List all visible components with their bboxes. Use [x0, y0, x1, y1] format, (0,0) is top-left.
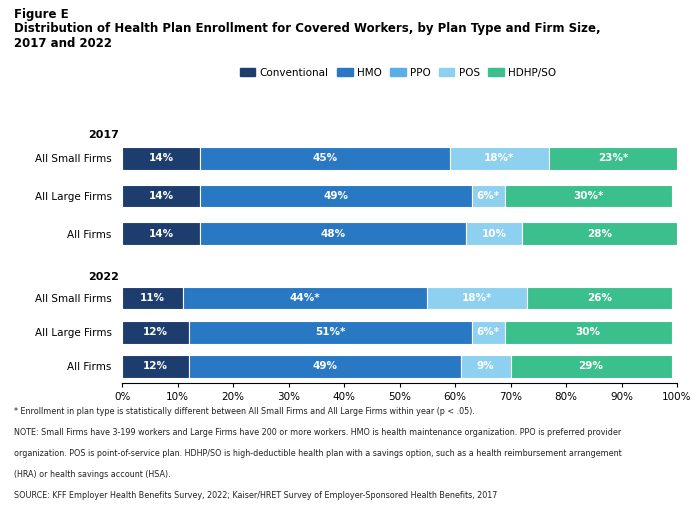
Text: 18%*: 18%*	[484, 153, 514, 163]
Text: 12%: 12%	[143, 361, 168, 371]
Bar	[183, 287, 427, 309]
Text: 2017 and 2022: 2017 and 2022	[14, 37, 112, 50]
Text: 49%: 49%	[323, 191, 348, 201]
Text: 30%: 30%	[576, 327, 601, 337]
Text: * Enrollment in plan type is statistically different between All Small Firms and: * Enrollment in plan type is statistical…	[14, 407, 475, 416]
Text: 48%: 48%	[320, 229, 346, 239]
Legend: Conventional, HMO, PPO, POS, HDHP/SO: Conventional, HMO, PPO, POS, HDHP/SO	[238, 66, 558, 80]
Bar	[450, 147, 549, 170]
Text: 45%: 45%	[312, 153, 337, 163]
Bar	[472, 321, 505, 343]
Text: 2022: 2022	[88, 272, 119, 282]
Bar	[505, 185, 671, 207]
Bar	[549, 147, 677, 170]
Text: 2017: 2017	[88, 130, 119, 141]
Text: 51%*: 51%*	[315, 327, 346, 337]
Bar	[527, 287, 671, 309]
Bar	[510, 355, 671, 377]
Text: 12%: 12%	[143, 327, 168, 337]
Text: 14%: 14%	[149, 229, 174, 239]
Bar	[466, 223, 521, 245]
Bar	[200, 147, 450, 170]
Text: 18%*: 18%*	[462, 293, 493, 303]
Text: 14%: 14%	[149, 153, 174, 163]
Bar	[122, 185, 200, 207]
Text: 29%: 29%	[579, 361, 604, 371]
Text: 11%: 11%	[140, 293, 165, 303]
Text: SOURCE: KFF Employer Health Benefits Survey, 2022; Kaiser/HRET Survey of Employe: SOURCE: KFF Employer Health Benefits Sur…	[14, 491, 498, 500]
Text: NOTE: Small Firms have 3-199 workers and Large Firms have 200 or more workers. H: NOTE: Small Firms have 3-199 workers and…	[14, 428, 621, 437]
Bar	[200, 223, 466, 245]
Text: 28%: 28%	[587, 229, 612, 239]
Bar	[122, 223, 200, 245]
Bar	[122, 287, 183, 309]
Text: 23%*: 23%*	[598, 153, 628, 163]
Bar	[472, 185, 505, 207]
Text: 49%: 49%	[312, 361, 337, 371]
Text: Figure E: Figure E	[14, 8, 68, 21]
Text: 6%*: 6%*	[477, 191, 500, 201]
Text: Distribution of Health Plan Enrollment for Covered Workers, by Plan Type and Fir: Distribution of Health Plan Enrollment f…	[14, 22, 600, 35]
Bar	[122, 355, 188, 377]
Bar	[461, 355, 510, 377]
Text: 10%: 10%	[482, 229, 507, 239]
Text: 9%: 9%	[477, 361, 494, 371]
Text: 30%*: 30%*	[573, 191, 604, 201]
Bar	[122, 147, 200, 170]
Text: (HRA) or health savings account (HSA).: (HRA) or health savings account (HSA).	[14, 470, 170, 479]
Text: organization. POS is point-of-service plan. HDHP/SO is high-deductible health pl: organization. POS is point-of-service pl…	[14, 449, 622, 458]
Bar	[188, 355, 461, 377]
Text: 44%*: 44%*	[290, 293, 320, 303]
Bar	[505, 321, 671, 343]
Text: 26%: 26%	[587, 293, 612, 303]
Bar	[427, 287, 527, 309]
Bar	[122, 321, 188, 343]
Text: 14%: 14%	[149, 191, 174, 201]
Bar	[521, 223, 677, 245]
Text: 6%*: 6%*	[477, 327, 500, 337]
Bar	[200, 185, 472, 207]
Bar	[188, 321, 472, 343]
